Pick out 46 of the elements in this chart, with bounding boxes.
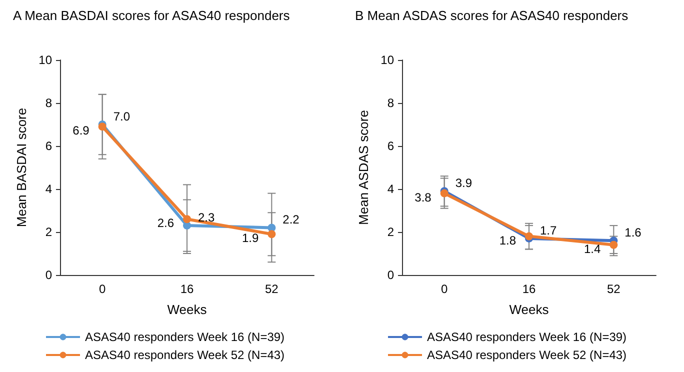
x-tick-label: 0 <box>98 282 106 296</box>
data-label: 6.9 <box>72 124 90 138</box>
point <box>183 222 191 230</box>
x-tick-label: 52 <box>264 282 279 296</box>
x-tick-label: 0 <box>440 282 448 296</box>
x-axis-title: Weeks <box>509 302 550 317</box>
chart-title: A Mean BASDAI scores for ASAS40 responders <box>13 8 290 23</box>
y-tick-label: 10 <box>380 53 394 67</box>
y-tick-label: 6 <box>45 139 52 153</box>
data-label: 1.7 <box>540 223 558 238</box>
y-tick-label: 2 <box>387 225 394 239</box>
x-tick-label: 16 <box>180 282 194 296</box>
legend-label: ASAS40 responders Week 16 (N=39) <box>427 330 627 344</box>
y-axis-title: Mean ASDAS score <box>356 110 371 225</box>
point <box>268 224 276 232</box>
y-tick-label: 6 <box>387 139 394 153</box>
data-label: 1.8 <box>499 233 516 248</box>
point <box>268 230 276 238</box>
legend-label: ASAS40 responders Week 52 (N=43) <box>427 348 627 362</box>
data-label: 1.4 <box>584 242 601 256</box>
y-tick-label: 0 <box>45 268 52 282</box>
x-axis-title: Weeks <box>167 302 208 317</box>
data-label: 3.9 <box>455 176 472 190</box>
point <box>610 240 618 249</box>
y-tick-label: 0 <box>387 268 394 282</box>
y-tick-label: 4 <box>45 182 52 196</box>
data-label: 1.9 <box>242 231 259 246</box>
y-tick-label: 8 <box>45 96 52 110</box>
y-tick-label: 10 <box>38 53 52 67</box>
data-label: 2.2 <box>282 212 300 227</box>
x-tick-label: 16 <box>522 282 536 296</box>
data-label: 2.6 <box>157 216 174 230</box>
data-label: 1.6 <box>624 226 642 240</box>
point <box>183 215 191 224</box>
y-tick-label: 8 <box>387 96 394 110</box>
y-tick-label: 2 <box>45 225 52 239</box>
legend-label: ASAS40 responders Week 52 (N=43) <box>85 348 285 362</box>
chart-title: B Mean ASDAS scores for ASAS40 responders <box>355 8 629 23</box>
y-axis-title: Mean BASDAI score <box>14 108 29 228</box>
legend-label: ASAS40 responders Week 16 (N=39) <box>85 330 285 344</box>
data-label: 7.0 <box>113 110 130 124</box>
data-label: 3.8 <box>414 190 432 204</box>
data-label: 2.3 <box>198 210 216 225</box>
x-tick-label: 52 <box>606 282 621 296</box>
point <box>98 122 106 131</box>
y-tick-label: 4 <box>387 182 394 196</box>
